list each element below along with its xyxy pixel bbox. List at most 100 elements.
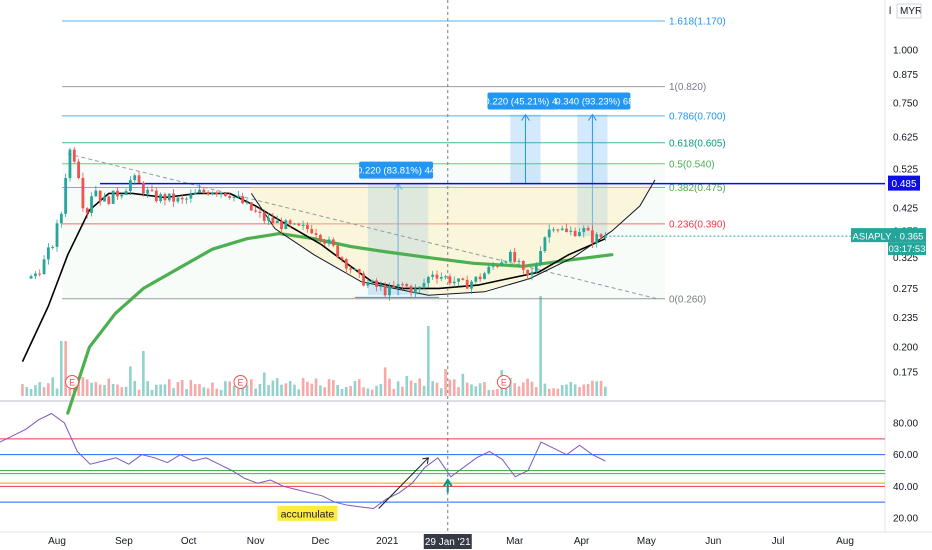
candle-body <box>81 178 85 209</box>
volume-bar <box>366 388 370 396</box>
volume-bar <box>280 384 283 396</box>
candle-body <box>318 234 322 241</box>
volume-bar <box>586 384 590 396</box>
volume-bar <box>474 386 478 396</box>
candle-body <box>301 224 305 226</box>
candle-body <box>180 197 184 200</box>
measure-label-bg <box>558 92 631 110</box>
candle-body <box>141 182 145 194</box>
candle-body <box>64 178 68 214</box>
candle-body <box>591 230 594 244</box>
candle-body <box>543 237 547 251</box>
currency-box[interactable] <box>896 3 922 19</box>
volume-bar <box>129 366 132 396</box>
volume-bar <box>604 386 607 396</box>
price-axis-tick: 0.175 <box>893 367 918 378</box>
candle-body <box>159 194 163 202</box>
volume-bar <box>111 384 115 396</box>
volume-bar <box>513 383 516 396</box>
fib-level-label: 0.5(0.540) <box>669 159 715 170</box>
candle-body <box>401 284 404 286</box>
volume-bar <box>431 381 434 396</box>
volume-bar <box>211 382 214 396</box>
volume-bar <box>314 378 318 396</box>
volume-bar <box>522 382 525 396</box>
candle-body <box>98 190 102 202</box>
volume-bar <box>388 378 391 396</box>
volume-bar <box>42 387 46 396</box>
earnings-marker-label: E <box>501 378 507 388</box>
candle-body <box>198 189 201 193</box>
candle-body <box>327 239 331 244</box>
candle-body <box>232 196 236 198</box>
volume-bar <box>262 372 266 396</box>
candle-body <box>560 228 564 230</box>
fib-level-label: 1(0.820) <box>669 82 706 93</box>
rsi-axis-tick: 80.00 <box>893 419 918 430</box>
earnings-marker-label: E <box>237 378 243 388</box>
candle-body <box>293 223 296 225</box>
volume-bar <box>180 380 184 396</box>
volume-bar <box>47 383 50 396</box>
candle-body <box>418 286 422 289</box>
candle-body <box>426 276 430 284</box>
candle-body <box>284 220 288 230</box>
candle-body <box>72 149 76 162</box>
earnings-marker[interactable] <box>496 375 511 389</box>
volume-bar <box>569 381 573 396</box>
volume-bar <box>457 387 460 396</box>
volume-bar <box>422 385 426 396</box>
price-axis-tick: 0.875 <box>893 70 918 81</box>
crosshair-date-badge <box>423 534 472 549</box>
candle-body <box>254 210 258 212</box>
candle-body <box>578 232 581 237</box>
volume-bar <box>306 381 309 396</box>
volume-bar <box>124 386 128 396</box>
volume-bar <box>60 341 63 396</box>
candle-body <box>185 198 188 200</box>
candle-body <box>370 280 374 283</box>
price-axis-bg <box>886 0 932 550</box>
measure-arrowhead <box>587 113 597 121</box>
candle-body <box>461 278 465 280</box>
candle-body <box>241 196 245 204</box>
candle-body <box>262 212 266 221</box>
log-scale-toggle[interactable]: l <box>889 6 891 17</box>
volume-bar <box>353 381 357 396</box>
earnings-marker[interactable] <box>65 375 80 389</box>
crosshair-date-text: 29 Jan '21 <box>425 537 471 548</box>
volume-bar <box>155 384 158 396</box>
candle-body <box>344 259 348 269</box>
volume-bar <box>483 382 486 396</box>
volume-bar <box>77 380 80 396</box>
candle-body <box>375 280 378 287</box>
volume-bar <box>189 380 193 396</box>
candle-body <box>129 180 132 192</box>
candle-body <box>573 230 577 237</box>
volume-bar <box>392 388 396 396</box>
candle-body <box>595 234 599 244</box>
volume-bar <box>552 388 555 396</box>
candle-body <box>603 236 607 238</box>
candle-body <box>94 190 98 197</box>
volume-bar <box>448 379 452 396</box>
candle-body <box>388 286 391 296</box>
candle-body <box>137 175 141 183</box>
volume-bar <box>94 382 98 396</box>
time-axis-label: Jul <box>772 536 785 547</box>
volume-bar <box>224 381 227 396</box>
volume-bar <box>344 386 348 396</box>
volume-bar <box>38 382 42 396</box>
time-axis-label: Aug <box>48 536 66 547</box>
candle-body <box>457 278 460 282</box>
candle-body <box>29 276 33 279</box>
volume-bar <box>418 378 421 396</box>
downtrend-line <box>67 153 658 300</box>
volume-bar <box>198 384 201 396</box>
candle-body <box>452 281 456 284</box>
volume-bar <box>146 381 149 396</box>
candle-body <box>349 268 353 270</box>
countdown-badge <box>888 242 926 256</box>
earnings-marker[interactable] <box>233 375 248 389</box>
